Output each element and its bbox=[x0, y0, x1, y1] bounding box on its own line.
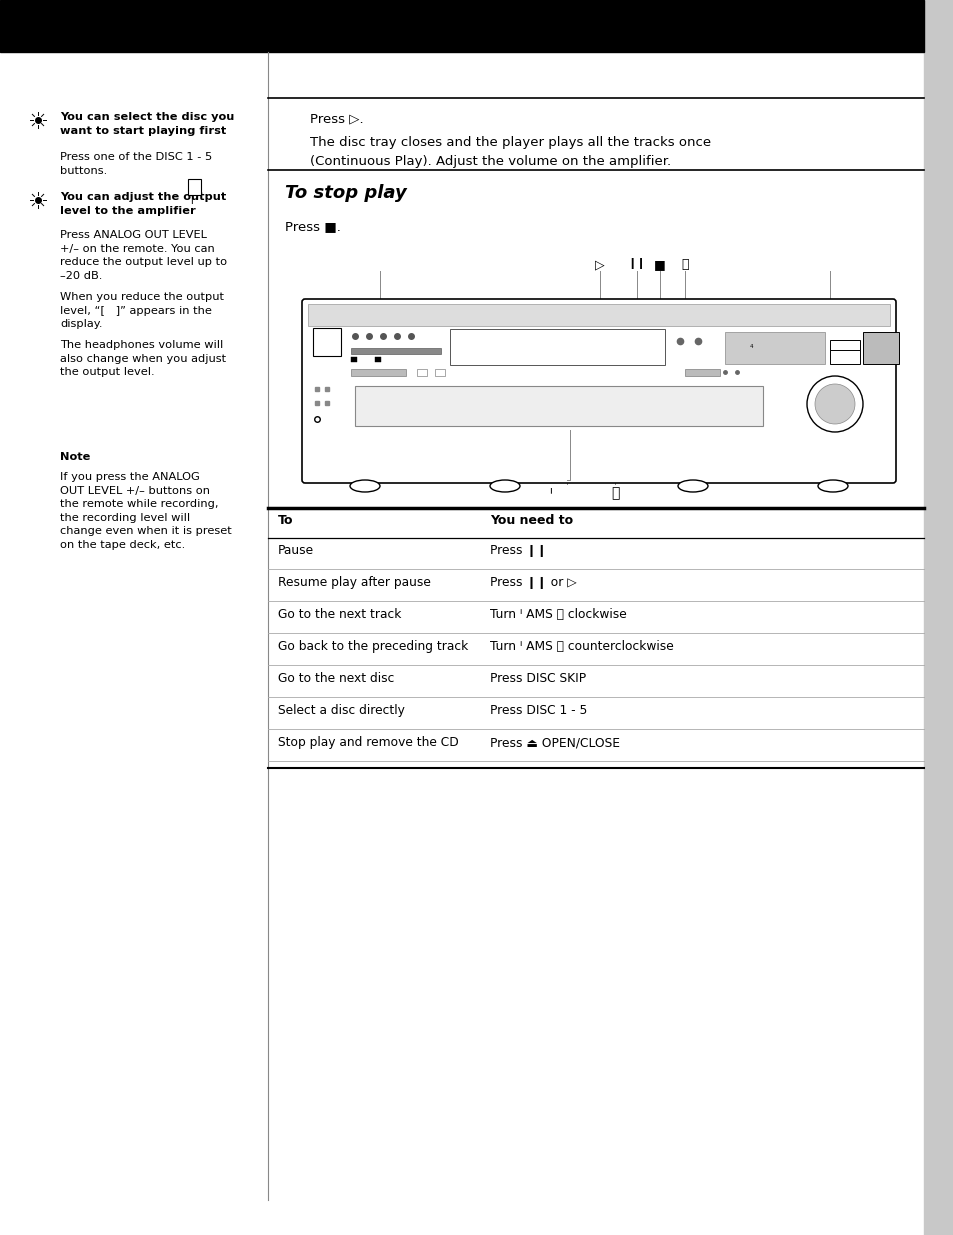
Text: You can select the disc you
want to start playing first: You can select the disc you want to star… bbox=[60, 112, 234, 136]
Text: Press ⏏ OPEN/CLOSE: Press ⏏ OPEN/CLOSE bbox=[490, 736, 619, 748]
Text: Turn ᑊ AMS ᑋ counterclockwise: Turn ᑊ AMS ᑋ counterclockwise bbox=[490, 640, 673, 653]
Text: Press ▷.: Press ▷. bbox=[310, 112, 363, 125]
Text: Press DISC 1 - 5: Press DISC 1 - 5 bbox=[490, 704, 587, 718]
Bar bbox=[351, 357, 356, 362]
Bar bbox=[351, 348, 440, 354]
Text: ᑊ: ᑊ bbox=[548, 487, 551, 500]
Text: To stop play: To stop play bbox=[285, 184, 406, 203]
Ellipse shape bbox=[678, 480, 707, 492]
Text: Press one of the DISC 1 - 5
buttons.: Press one of the DISC 1 - 5 buttons. bbox=[60, 152, 212, 175]
Text: Press ANALOG OUT LEVEL
+/– on the remote. You can
reduce the output level up to
: Press ANALOG OUT LEVEL +/– on the remote… bbox=[60, 230, 227, 280]
Text: Pause: Pause bbox=[277, 543, 314, 557]
Text: To: To bbox=[277, 514, 294, 527]
Bar bbox=[724, 332, 824, 364]
Bar bbox=[862, 332, 898, 364]
Text: ❙❙: ❙❙ bbox=[627, 258, 646, 269]
Text: Press ❙❙ or ▷: Press ❙❙ or ▷ bbox=[490, 576, 576, 589]
Text: Go to the next disc: Go to the next disc bbox=[277, 672, 394, 685]
Bar bbox=[375, 357, 380, 362]
Bar bbox=[308, 304, 889, 326]
Bar bbox=[829, 348, 859, 364]
Text: When you reduce the output
level, “[   ]” appears in the
display.: When you reduce the output level, “[ ]” … bbox=[60, 291, 224, 330]
Text: Stop play and remove the CD: Stop play and remove the CD bbox=[277, 736, 458, 748]
Text: i: i bbox=[190, 196, 193, 206]
Text: Select a disc directly: Select a disc directly bbox=[277, 704, 404, 718]
Bar bbox=[684, 369, 720, 375]
Ellipse shape bbox=[490, 480, 519, 492]
Text: Press DISC SKIP: Press DISC SKIP bbox=[490, 672, 585, 685]
Text: Press ■.: Press ■. bbox=[285, 220, 340, 233]
Bar bbox=[829, 340, 859, 350]
Bar bbox=[313, 329, 340, 356]
Text: Resume play after pause: Resume play after pause bbox=[277, 576, 431, 589]
Bar bbox=[355, 387, 762, 426]
Ellipse shape bbox=[350, 480, 379, 492]
Text: Go back to the preceding track: Go back to the preceding track bbox=[277, 640, 468, 653]
Text: If you press the ANALOG
OUT LEVEL +/– buttons on
the remote while recording,
the: If you press the ANALOG OUT LEVEL +/– bu… bbox=[60, 472, 232, 550]
Bar bbox=[435, 369, 444, 375]
Bar bbox=[351, 369, 406, 375]
Text: ■: ■ bbox=[654, 258, 665, 270]
Text: Go to the next track: Go to the next track bbox=[277, 608, 401, 621]
Text: Turn ᑊ AMS ᑋ clockwise: Turn ᑊ AMS ᑋ clockwise bbox=[490, 608, 626, 621]
Text: The headphones volume will
also change when you adjust
the output level.: The headphones volume will also change w… bbox=[60, 340, 226, 377]
Circle shape bbox=[806, 375, 862, 432]
Text: ▷: ▷ bbox=[595, 258, 604, 270]
Bar bbox=[416, 369, 427, 375]
Text: You can adjust the output
level to the amplifier: You can adjust the output level to the a… bbox=[60, 191, 226, 216]
Circle shape bbox=[814, 384, 854, 424]
FancyBboxPatch shape bbox=[302, 299, 895, 483]
Text: ⤒: ⤒ bbox=[680, 258, 688, 270]
Text: 4: 4 bbox=[749, 345, 753, 350]
Ellipse shape bbox=[817, 480, 847, 492]
Text: You need to: You need to bbox=[490, 514, 573, 527]
Bar bbox=[188, 179, 201, 195]
Text: Press ❙❙: Press ❙❙ bbox=[490, 543, 546, 557]
Text: Note: Note bbox=[60, 452, 91, 462]
Text: ᑋ: ᑋ bbox=[610, 487, 618, 500]
Text: The disc tray closes and the player plays all the tracks once
(Continuous Play).: The disc tray closes and the player play… bbox=[310, 136, 710, 168]
Bar bbox=[923, 0, 953, 1235]
Bar bbox=[0, 0, 923, 52]
Bar bbox=[450, 329, 664, 366]
